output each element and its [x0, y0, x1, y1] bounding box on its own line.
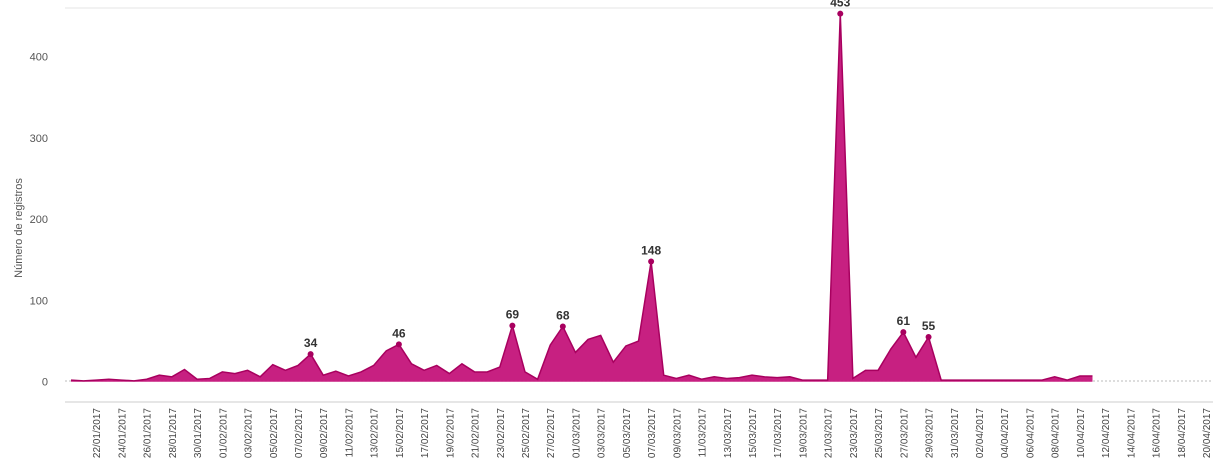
data-label: 34	[304, 336, 318, 350]
x-tick-label: 04/04/2017	[1000, 408, 1011, 458]
x-tick-label: 01/03/2017	[571, 408, 582, 458]
x-tick-label: 09/03/2017	[672, 408, 683, 458]
x-tick-label: 07/03/2017	[647, 408, 658, 458]
y-axis-title: Número de registros	[13, 178, 25, 278]
data-point-marker	[837, 10, 844, 17]
x-tick-label: 15/03/2017	[748, 408, 759, 458]
x-tick-label: 20/04/2017	[1202, 408, 1213, 458]
x-tick-label: 03/03/2017	[597, 408, 608, 458]
x-tick-label: 13/02/2017	[370, 408, 381, 458]
y-tick-label: 0	[42, 377, 48, 389]
x-tick-label: 17/02/2017	[420, 408, 431, 458]
data-label: 453	[830, 0, 850, 10]
x-axis-ticks: 22/01/2017 24/01/2017 26/01/2017 28/01/2017…	[92, 408, 1213, 458]
series-line	[70, 13, 1093, 382]
x-tick-label: 21/03/2017	[824, 408, 835, 458]
y-tick-label: 100	[30, 295, 48, 307]
data-point-marker	[559, 323, 566, 330]
x-tick-label: 29/03/2017	[925, 408, 936, 458]
x-tick-label: 27/03/2017	[899, 408, 910, 458]
x-tick-label: 25/03/2017	[874, 408, 885, 458]
x-tick-label: 12/04/2017	[1101, 408, 1112, 458]
x-tick-label: 06/04/2017	[1025, 408, 1036, 458]
x-tick-label: 01/02/2017	[218, 408, 229, 458]
x-tick-label: 05/02/2017	[269, 408, 280, 458]
y-tick-label: 300	[30, 133, 48, 145]
x-tick-label: 11/03/2017	[698, 408, 709, 458]
data-label: 55	[922, 319, 936, 333]
data-point-marker	[307, 351, 314, 358]
x-tick-label: 17/03/2017	[773, 408, 784, 458]
data-label: 148	[641, 243, 661, 257]
x-tick-label: 22/01/2017	[92, 408, 103, 458]
data-label: 61	[897, 314, 911, 328]
x-tick-label: 05/03/2017	[622, 408, 633, 458]
x-tick-label: 19/03/2017	[798, 408, 809, 458]
series-area	[70, 13, 1093, 382]
x-tick-label: 30/01/2017	[193, 408, 204, 458]
data-point-marker	[925, 334, 932, 341]
x-tick-label: 13/03/2017	[723, 408, 734, 458]
series-area-fill	[71, 13, 1093, 382]
y-axis-ticks: 0 100 200 300 400	[30, 52, 48, 389]
data-label: 68	[556, 308, 570, 322]
x-tick-label: 31/03/2017	[950, 408, 961, 458]
y-tick-label: 200	[30, 214, 48, 226]
x-tick-label: 14/04/2017	[1126, 408, 1137, 458]
data-point-marker	[509, 322, 516, 329]
x-tick-label: 19/02/2017	[445, 408, 456, 458]
x-tick-label: 11/02/2017	[344, 408, 355, 458]
x-tick-label: 02/04/2017	[975, 408, 986, 458]
x-tick-label: 23/03/2017	[849, 408, 860, 458]
x-tick-label: 25/02/2017	[521, 408, 532, 458]
data-point-marker	[900, 329, 907, 336]
x-tick-label: 23/02/2017	[496, 408, 507, 458]
x-tick-label: 28/01/2017	[168, 408, 179, 458]
data-point-marker	[648, 258, 655, 265]
x-tick-label: 24/01/2017	[117, 408, 128, 458]
x-tick-label: 08/04/2017	[1051, 408, 1062, 458]
x-tick-label: 03/02/2017	[244, 408, 255, 458]
x-tick-label: 09/02/2017	[319, 408, 330, 458]
data-labels: 34 46 69 68 148 453 61 55	[304, 0, 936, 358]
x-tick-label: 10/04/2017	[1076, 408, 1087, 458]
data-label: 69	[506, 308, 520, 322]
x-tick-label: 16/04/2017	[1152, 408, 1163, 458]
x-tick-label: 07/02/2017	[294, 408, 305, 458]
y-tick-label: 400	[30, 52, 48, 64]
x-tick-label: 27/02/2017	[546, 408, 557, 458]
data-label: 46	[392, 326, 406, 340]
x-tick-label: 21/02/2017	[471, 408, 482, 458]
x-tick-label: 15/02/2017	[395, 408, 406, 458]
x-tick-label: 26/01/2017	[143, 408, 154, 458]
x-tick-label: 18/04/2017	[1177, 408, 1188, 458]
data-point-marker	[395, 341, 402, 348]
